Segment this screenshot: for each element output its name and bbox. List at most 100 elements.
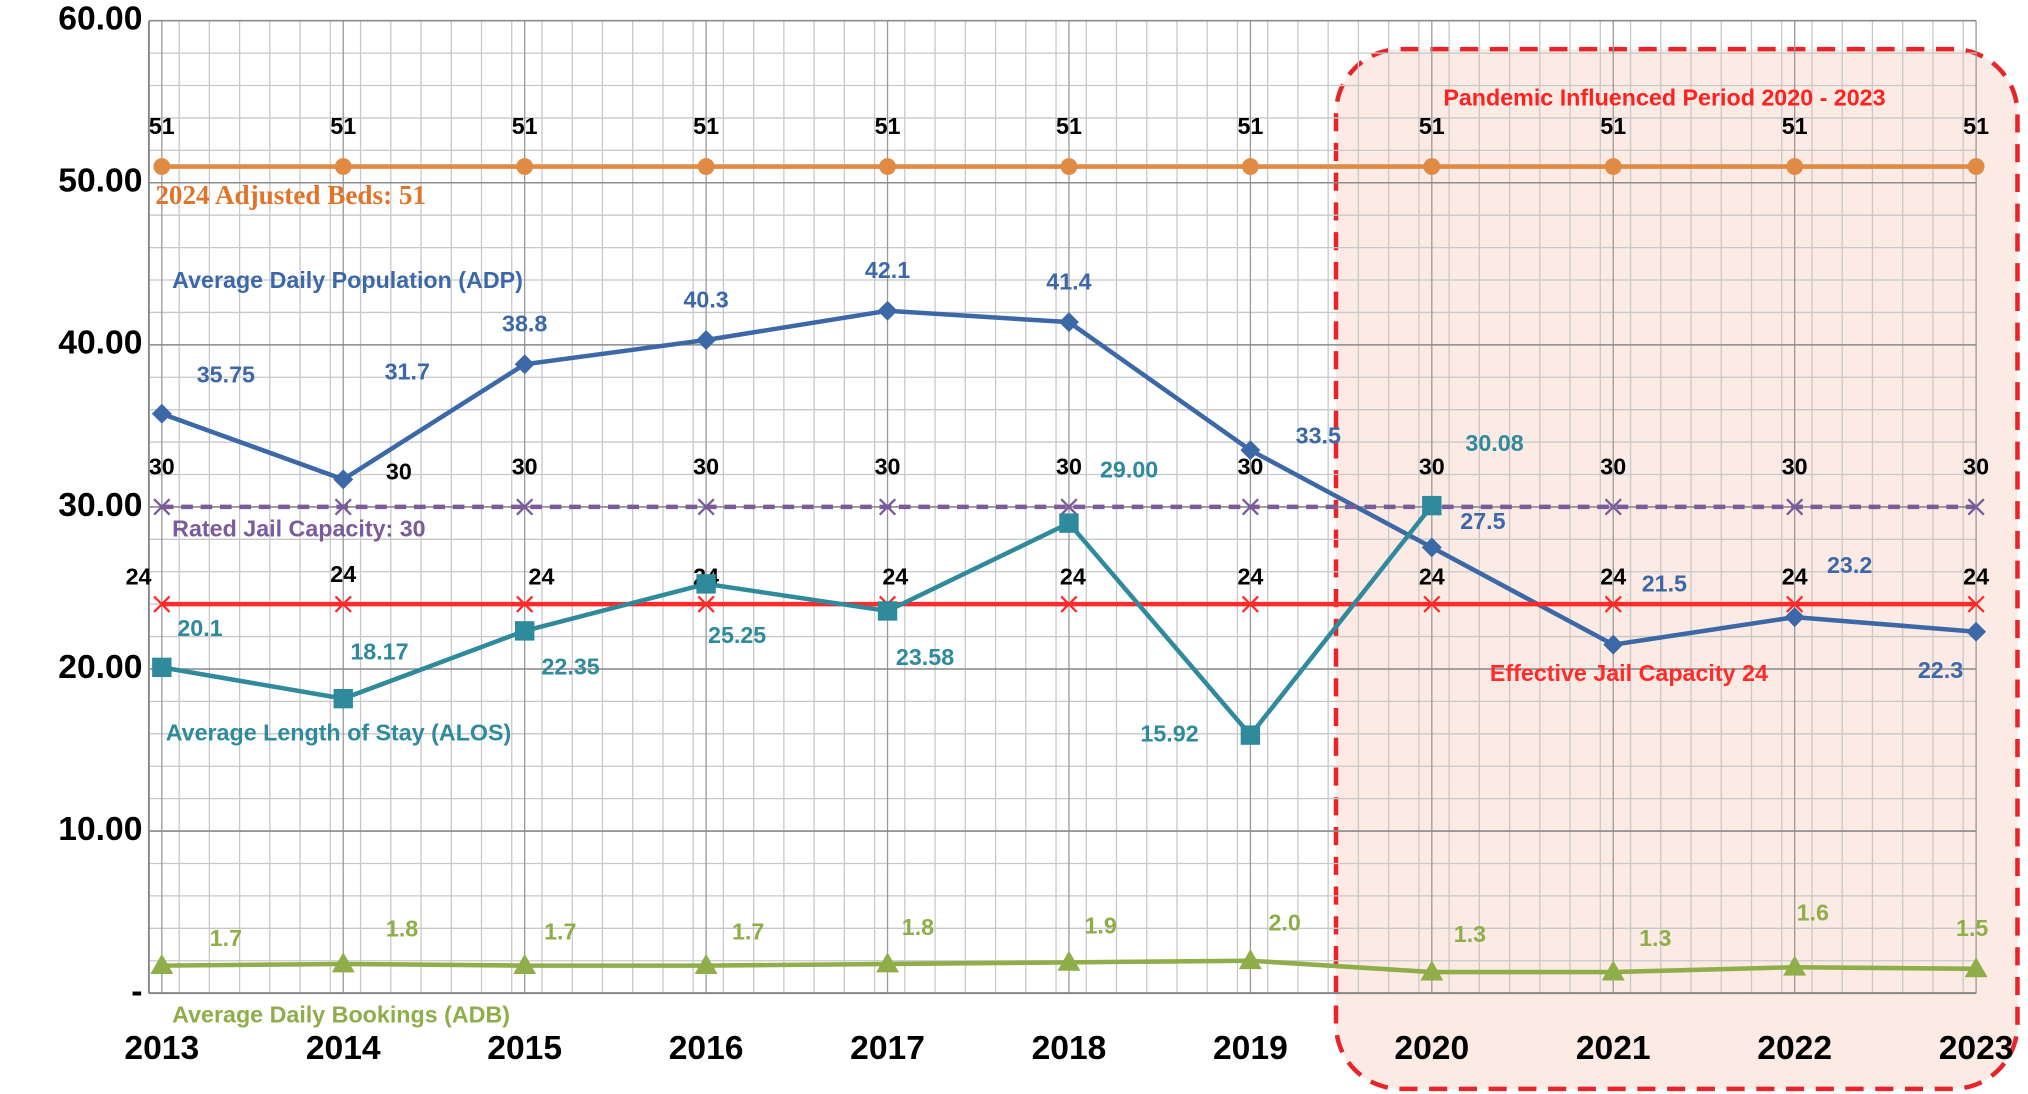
marker	[516, 498, 534, 516]
marker	[514, 621, 535, 641]
data-label: 51	[693, 113, 719, 139]
marker	[152, 657, 172, 678]
data-label: 30	[875, 453, 901, 479]
marker	[1784, 607, 1805, 628]
data-label: 1.3	[1639, 925, 1671, 951]
data-label: 30	[1600, 453, 1626, 479]
data-label: 30	[1056, 453, 1082, 479]
marker	[1241, 498, 1259, 516]
data-label: 30.08	[1465, 430, 1523, 456]
y-tick-label: 30.00	[58, 487, 142, 524]
x-tick-label: 2019	[1213, 1030, 1288, 1067]
marker	[1786, 158, 1804, 175]
marker	[151, 403, 172, 424]
marker	[516, 595, 534, 613]
data-label: 51	[330, 113, 356, 139]
data-label: 51	[1782, 113, 1808, 139]
series-label: 2024 Adjusted Beds: 51	[155, 180, 426, 210]
marker	[1057, 950, 1081, 971]
marker	[150, 953, 174, 974]
marker	[153, 595, 171, 613]
marker	[333, 469, 354, 490]
data-label: 31.7	[385, 358, 430, 384]
data-label: 1.6	[1797, 899, 1829, 925]
data-label: 51	[1419, 113, 1445, 139]
data-label: 1.7	[544, 918, 576, 944]
x-tick-label: 2017	[850, 1030, 925, 1067]
marker	[333, 688, 353, 709]
data-label: 24	[1419, 563, 1445, 589]
data-label: 24	[330, 561, 356, 587]
y-tick-label: 10.00	[58, 811, 142, 848]
marker	[1964, 957, 1988, 978]
data-label: 1.8	[902, 914, 934, 940]
marker	[153, 498, 171, 516]
series-label: Average Daily Population (ADP)	[172, 267, 523, 293]
marker	[1420, 960, 1444, 981]
marker	[1060, 595, 1078, 613]
marker	[697, 595, 715, 613]
marker	[1967, 158, 1985, 175]
marker	[696, 330, 717, 350]
data-label: 51	[1237, 113, 1263, 139]
x-tick-label: 2016	[669, 1030, 744, 1067]
data-label: 30	[149, 453, 175, 479]
marker	[334, 595, 352, 613]
marker	[1422, 495, 1442, 516]
marker	[1421, 537, 1442, 558]
data-label: 21.5	[1642, 570, 1687, 596]
marker	[334, 158, 352, 175]
data-label: 1.8	[386, 915, 418, 941]
series-label: Average Daily Bookings (ADB)	[172, 1002, 510, 1028]
marker	[1967, 498, 1985, 516]
marker	[697, 498, 715, 516]
data-label: 1.5	[1956, 915, 1988, 941]
data-label: 33.5	[1296, 422, 1341, 448]
data-label: 24	[1600, 563, 1626, 589]
x-tick-label: 2021	[1576, 1030, 1651, 1067]
y-tick-label: 60.00	[58, 1, 142, 38]
series-label: Rated Jail Capacity: 30	[172, 515, 425, 541]
marker	[694, 953, 718, 974]
y-tick-label: -	[131, 973, 142, 1010]
marker	[513, 953, 537, 974]
marker	[1604, 498, 1622, 516]
data-label: 23.2	[1827, 552, 1872, 578]
data-label: 24	[1237, 563, 1263, 589]
data-label: 27.5	[1460, 508, 1505, 534]
data-label: 51	[512, 113, 538, 139]
marker	[516, 158, 534, 175]
x-tick-label: 2023	[1939, 1030, 2014, 1067]
data-label: 24	[529, 563, 555, 589]
data-label: 24	[1782, 563, 1808, 589]
data-label: 24	[126, 563, 152, 589]
marker	[1966, 621, 1987, 642]
marker	[876, 952, 899, 973]
marker	[696, 574, 716, 594]
data-label: 38.8	[502, 311, 547, 337]
marker	[1786, 595, 1804, 613]
data-label: 30	[1963, 453, 1989, 479]
pandemic-label: Pandemic Influenced Period 2020 - 2023	[1443, 85, 1885, 111]
y-tick-label: 40.00	[58, 325, 142, 362]
marker	[514, 354, 535, 375]
data-label: 24	[882, 563, 908, 589]
data-label: 30	[1419, 453, 1445, 479]
marker	[331, 952, 355, 973]
data-label: 25.25	[708, 622, 766, 648]
data-label: 24	[1060, 563, 1086, 589]
data-label: 24	[1963, 563, 1989, 589]
series-line	[161, 504, 1434, 739]
data-label: 51	[1056, 113, 1082, 139]
marker	[877, 300, 898, 321]
data-label: 30	[693, 453, 719, 479]
data-label: 35.75	[197, 361, 255, 387]
marker	[1241, 158, 1259, 175]
data-label: 15.92	[1140, 720, 1198, 746]
data-label: 23.58	[896, 644, 954, 670]
data-label: 22.35	[541, 654, 599, 680]
x-tick-label: 2014	[306, 1030, 381, 1067]
data-label: 2.0	[1268, 910, 1300, 936]
x-tick-label: 2013	[124, 1030, 199, 1067]
x-tick-label: 2020	[1394, 1030, 1469, 1067]
